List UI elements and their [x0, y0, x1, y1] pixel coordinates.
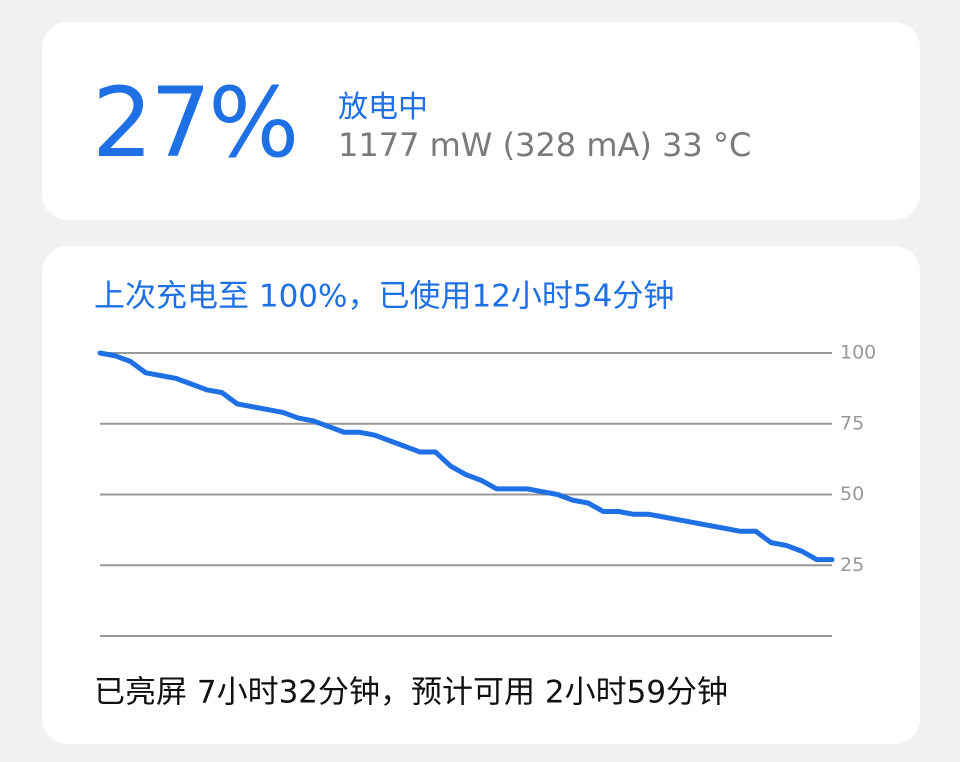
status-card: 27% 放电中 1177 mW (328 mA) 33 °C	[42, 22, 920, 220]
status: 放电中	[338, 90, 428, 125]
y-tick-label: 50	[840, 483, 864, 505]
footer: 已亮屏 7小时32分钟，预计可用 2小时59分钟	[94, 675, 728, 711]
chart: 上次充电至 100%，已使用12小时54分钟 已亮屏 7小时32分钟，预计可用 …	[94, 279, 876, 711]
y-tick-label: 100	[840, 342, 876, 364]
usage-card: 上次充电至 100%，已使用12小时54分钟 已亮屏 7小时32分钟，预计可用 …	[42, 246, 920, 744]
chart-title: 上次充电至 100%，已使用12小时54分钟	[94, 279, 674, 315]
y-tick-label: 75	[840, 412, 864, 434]
battery-line	[97, 350, 835, 563]
battery-percent: 27%	[92, 67, 299, 179]
details: 1177 mW (328 mA) 33 °C	[338, 126, 752, 164]
y-tick-label: 25	[840, 554, 864, 576]
